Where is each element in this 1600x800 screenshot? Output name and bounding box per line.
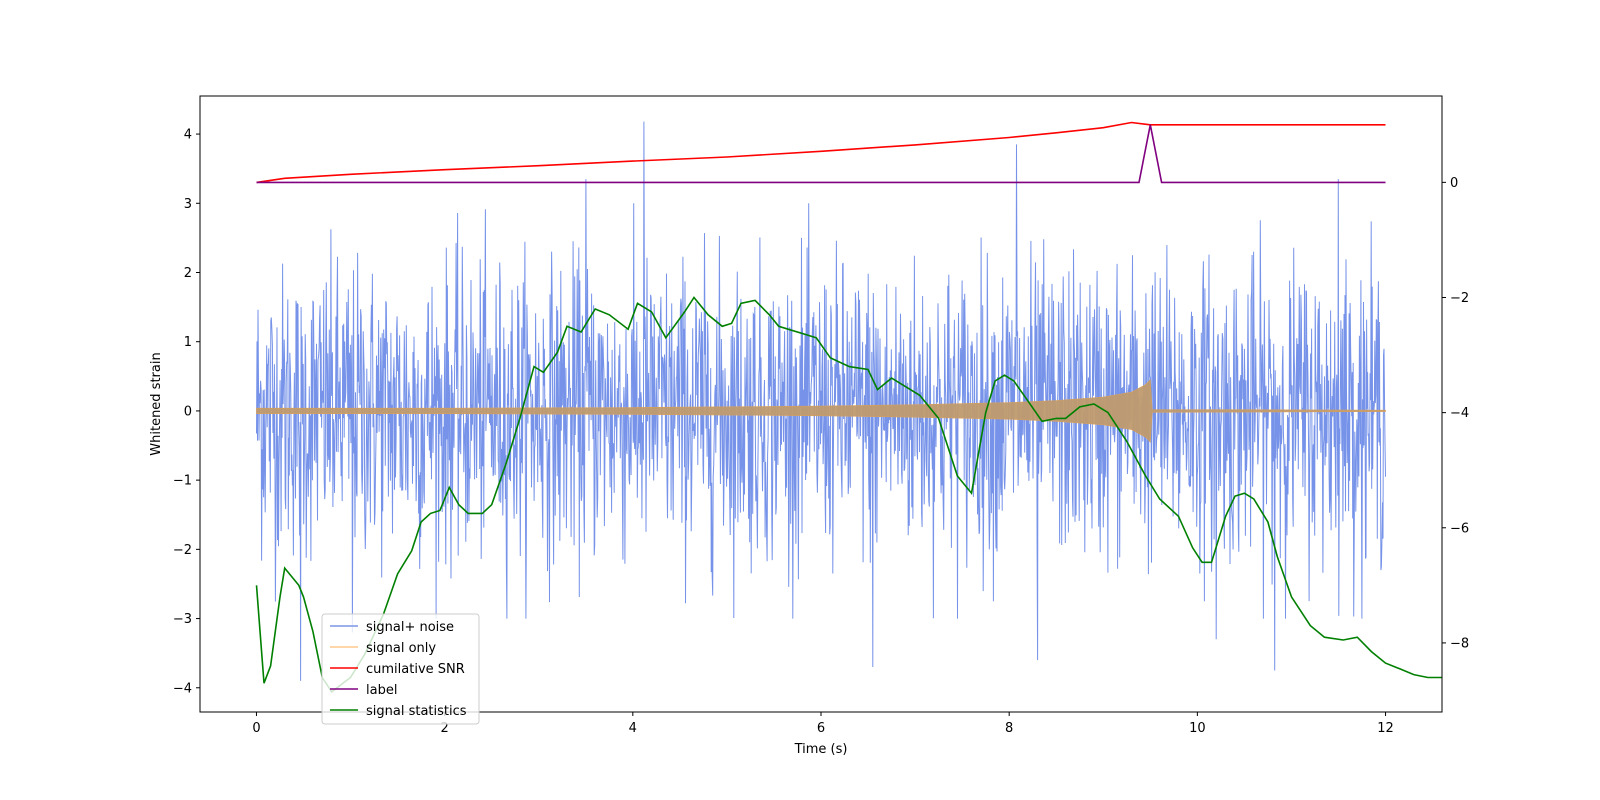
legend-box [321, 613, 480, 725]
x-tick-label: 8 [1005, 721, 1013, 736]
plot-layer [255, 121, 1442, 694]
x-axis-label: Time (s) [794, 742, 848, 757]
series-signal-noise [256, 121, 1386, 681]
series-cumulative-snr [256, 121, 1386, 184]
y-tick-label: −4 [173, 681, 192, 696]
x-tick-label: 4 [629, 721, 637, 736]
y-tick-label: 1 [184, 335, 192, 350]
legend-label: cumilative SNR [366, 662, 465, 677]
x-tick-label: 12 [1377, 721, 1394, 736]
y-tick-label: 4 [184, 128, 192, 143]
series-signal-only [256, 379, 1386, 443]
y-tick-label: −2 [173, 543, 192, 558]
legend-label: signal+ noise [366, 620, 454, 635]
y-axis-label: Whitened strain [149, 352, 164, 455]
y2-tick-label: −4 [1450, 406, 1469, 421]
legend: signal+ noise signal only cumilative SNR la… [321, 613, 480, 725]
x-tick-label: 6 [817, 721, 825, 736]
x-tick-label: 2 [440, 721, 448, 736]
x-tick-label: 10 [1189, 721, 1206, 736]
y-tick-label: 3 [184, 197, 192, 212]
y2-tick-label: −6 [1450, 521, 1469, 536]
legend-label: signal only [366, 641, 436, 656]
y-tick-label: 0 [184, 404, 192, 419]
y2-tick-label: −8 [1450, 636, 1469, 651]
series-signal-statistics [255, 296, 1442, 694]
x-tick-label: 0 [252, 721, 260, 736]
y-tick-label: 2 [184, 266, 192, 281]
y-tick-label: −1 [173, 474, 192, 489]
y2-tick-label: −2 [1450, 291, 1469, 306]
legend-label: label [366, 683, 397, 698]
legend-label: signal statistics [366, 704, 467, 719]
series-label [256, 124, 1386, 184]
y-tick-label: −3 [173, 612, 192, 627]
y2-tick-label: 0 [1450, 176, 1458, 191]
